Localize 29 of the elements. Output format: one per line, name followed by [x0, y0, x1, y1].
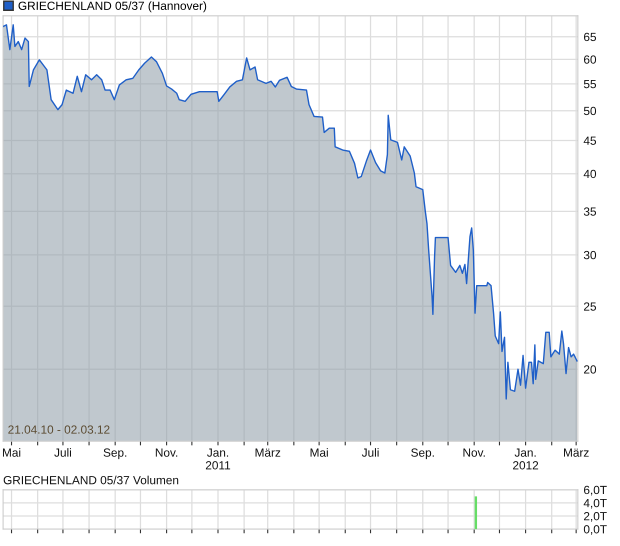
y-tick-label: 40	[584, 170, 596, 178]
y-tick-label: 65	[584, 32, 596, 42]
x-tick-label: Jan. 2012	[513, 448, 538, 470]
y-tick-label: 2,0T	[584, 512, 607, 522]
x-tick-label: Sep.	[411, 448, 434, 460]
x-tick-label: Jan. 2011	[206, 448, 230, 470]
y-tick-label: 50	[584, 106, 596, 116]
y-tick-label: 6,0T	[584, 486, 607, 496]
y-tick-label: 45	[584, 136, 596, 145]
y-tick-label: 30	[584, 250, 596, 260]
y-tick-label: 4,0T	[584, 498, 607, 509]
x-tick-label: Mai	[310, 448, 328, 457]
x-tick-label: März	[256, 448, 280, 457]
x-tick-label: Nov.	[463, 448, 485, 457]
y-tick-label: 25	[584, 302, 596, 311]
legend-label: GRIECHENLAND 05/37 (Hannover)	[18, 1, 206, 12]
x-tick-label: Juli	[54, 448, 71, 457]
y-tick-label: 35	[584, 207, 596, 216]
x-tick-label: Sep.	[104, 448, 126, 460]
x-tick-label: März	[564, 448, 589, 457]
x-tick-label: Mai	[2, 448, 20, 457]
y-tick-label: 0,0T	[584, 525, 607, 535]
y-tick-label: 20	[584, 365, 596, 374]
x-tick-label: Juli	[362, 448, 379, 457]
chart-title: GRIECHENLAND 05/37 Volumen	[4, 476, 178, 484]
x-tick-label: Nov.	[156, 448, 178, 457]
y-tick-label: 55	[584, 80, 596, 88]
annotation: 21.04.10 - 02.03.12	[8, 425, 110, 434]
y-tick-label: 60	[584, 55, 596, 64]
